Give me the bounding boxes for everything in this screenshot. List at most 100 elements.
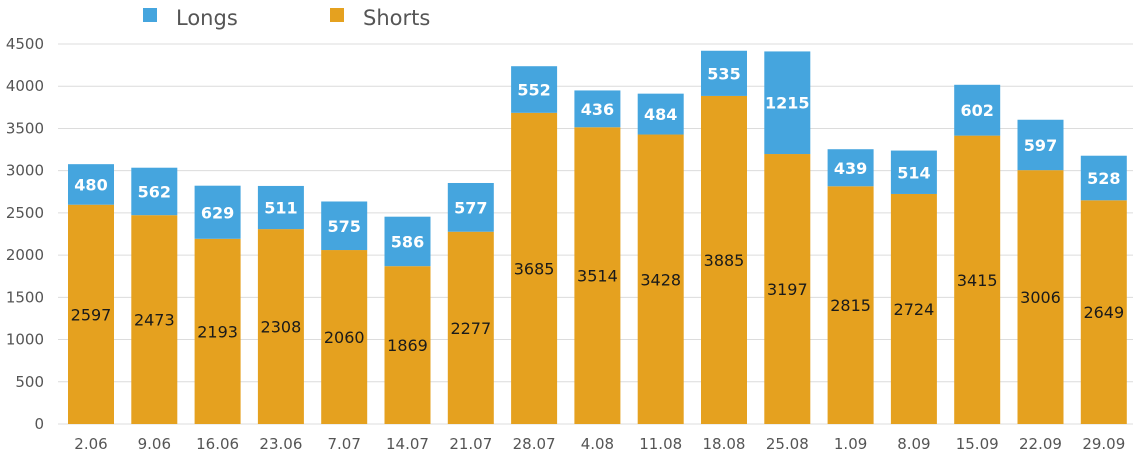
data-label-shorts: 3885: [704, 251, 745, 270]
data-label-longs: 514: [897, 163, 930, 182]
bars: 2597 480 2473 562 2193 629 2308 511 2060 575 1869 5…: [68, 50, 1127, 425]
x-tick-label: 1.09: [834, 435, 867, 453]
bar-longs: [954, 84, 1001, 136]
x-tick-label: 28.07: [513, 435, 556, 453]
legend-swatch-shorts: [330, 8, 344, 22]
data-label-shorts: 3415: [957, 271, 998, 290]
x-tick-label: 21.07: [449, 435, 492, 453]
data-label-shorts: 2597: [71, 305, 112, 324]
legend-label-shorts: Shorts: [363, 6, 430, 30]
data-label-longs: 597: [1024, 136, 1057, 155]
x-tick-label: 29.09: [1082, 435, 1125, 453]
data-label-shorts: 2473: [134, 311, 175, 330]
bar-longs: [511, 66, 558, 113]
x-tick-label: 16.06: [196, 435, 239, 453]
data-label-shorts: 3006: [1020, 288, 1061, 307]
bar-shorts: [890, 193, 937, 424]
legend-swatch-longs: [143, 8, 157, 22]
data-label-longs: 562: [138, 182, 171, 201]
bar-shorts: [321, 250, 368, 424]
bar-longs: [194, 185, 241, 239]
data-label-longs: 511: [264, 199, 297, 218]
bar-shorts: [384, 266, 431, 424]
bar-longs: [574, 90, 621, 128]
x-tick-label: 9.06: [138, 435, 171, 453]
y-tick-label: 3500: [6, 119, 44, 137]
data-label-shorts: 2193: [197, 322, 238, 341]
data-label-shorts: 2724: [894, 300, 935, 319]
bar-shorts: [511, 112, 558, 425]
bar-shorts: [637, 134, 684, 424]
x-tick-label: 4.08: [581, 435, 614, 453]
data-label-longs: 575: [327, 217, 360, 236]
bar-longs: [1080, 155, 1127, 201]
data-label-longs: 586: [391, 232, 424, 251]
data-label-shorts: 3514: [577, 267, 618, 286]
data-label-longs: 552: [517, 81, 550, 100]
data-label-shorts: 3685: [514, 259, 555, 278]
bar-shorts: [827, 186, 874, 424]
data-label-shorts: 2308: [261, 318, 302, 337]
y-axis: 0 500 1000 1500 2000 2500 3000 3500 4000 4500: [6, 35, 44, 433]
bar-shorts: [701, 95, 747, 424]
x-tick-label: 15.09: [956, 435, 999, 453]
y-tick-label: 1000: [6, 331, 44, 349]
x-tick-label: 22.09: [1019, 435, 1062, 453]
data-label-shorts: 3428: [640, 270, 681, 289]
data-label-longs: 436: [581, 100, 614, 119]
y-tick-label: 500: [15, 373, 44, 391]
x-tick-label: 11.08: [639, 435, 682, 453]
bar-longs: [701, 50, 747, 96]
y-tick-label: 1500: [6, 288, 44, 306]
bar-shorts: [574, 127, 621, 425]
bar-shorts: [68, 204, 114, 424]
bar-shorts: [131, 215, 178, 424]
data-label-shorts: 2277: [450, 319, 491, 338]
data-label-longs: 439: [834, 159, 867, 178]
y-tick-label: 2000: [6, 246, 44, 264]
data-label-longs: 1215: [765, 94, 810, 113]
x-tick-label: 23.06: [259, 435, 302, 453]
data-label-longs: 484: [644, 105, 677, 124]
x-tick-label: 7.07: [327, 435, 360, 453]
bar-longs: [1017, 119, 1064, 171]
data-label-longs: 629: [201, 203, 234, 222]
bar-shorts: [954, 135, 1001, 424]
bar-shorts: [194, 238, 241, 424]
data-label-shorts: 1869: [387, 336, 428, 355]
bar-longs: [890, 150, 937, 194]
data-label-longs: 480: [74, 175, 107, 194]
x-axis: 2.06 9.06 16.06 23.06 7.07 14.07 21.07 28.07 4.0…: [74, 435, 1125, 453]
data-label-longs: 528: [1087, 169, 1120, 188]
bar-longs: [131, 167, 178, 216]
x-tick-label: 18.08: [703, 435, 746, 453]
bar-shorts: [764, 154, 811, 424]
bar-shorts: [257, 229, 304, 424]
data-label-longs: 577: [454, 198, 487, 217]
x-tick-label: 14.07: [386, 435, 429, 453]
data-label-longs: 602: [960, 101, 993, 120]
bar-longs: [68, 164, 114, 205]
bar-longs: [257, 185, 304, 230]
bar-shorts: [447, 231, 494, 424]
data-label-shorts: 2060: [324, 328, 365, 347]
legend: Longs Shorts: [143, 6, 430, 30]
y-tick-label: 0: [34, 415, 44, 433]
y-tick-label: 2500: [6, 204, 44, 222]
data-label-shorts: 2649: [1083, 303, 1124, 322]
x-tick-label: 8.09: [897, 435, 930, 453]
data-label-shorts: 2815: [830, 296, 871, 315]
bar-longs: [321, 201, 368, 251]
data-label-longs: 535: [707, 64, 740, 83]
bar-longs: [384, 216, 431, 267]
y-tick-label: 4000: [6, 77, 44, 95]
legend-label-longs: Longs: [176, 6, 238, 30]
bar-longs: [764, 51, 811, 155]
bar-longs: [637, 93, 684, 135]
bar-longs: [447, 182, 494, 232]
bar-shorts: [1017, 170, 1064, 424]
y-tick-label: 3000: [6, 162, 44, 180]
x-tick-label: 25.08: [766, 435, 809, 453]
bar-longs: [827, 149, 874, 187]
